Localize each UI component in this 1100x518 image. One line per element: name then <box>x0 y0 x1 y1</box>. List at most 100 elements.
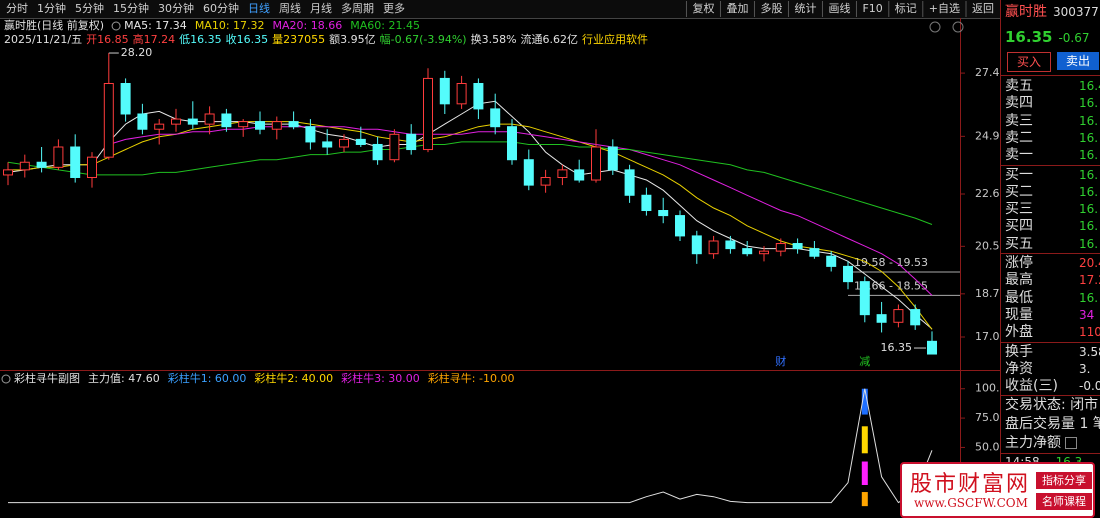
color-column <box>861 388 868 415</box>
quote-value: 16. <box>1079 167 1099 182</box>
candle-body <box>456 83 467 105</box>
quote-row: 买三 16. <box>1005 201 1100 218</box>
period-tab[interactable]: 多周期 <box>341 1 374 15</box>
quote-value: 34 <box>1079 307 1095 322</box>
ma-line <box>7 141 933 225</box>
toolbar-button[interactable]: 多股 <box>760 1 782 15</box>
info-item: 收16.35 <box>226 32 269 46</box>
quote-row: 卖四 16. <box>1005 95 1100 112</box>
y-tick-label: 24.92 <box>975 129 1000 142</box>
candle-body <box>809 248 820 257</box>
trade-button[interactable]: 买入 <box>1007 52 1051 72</box>
quote-value: 16. <box>1079 290 1099 305</box>
candle-body <box>507 126 517 161</box>
quote-row: 涨停 20.4 <box>1005 255 1100 272</box>
quote-value: 1105 <box>1079 325 1100 340</box>
period-tab[interactable]: 1分钟 <box>37 1 66 15</box>
period-tab[interactable]: 周线 <box>279 1 301 15</box>
legend-entry: MA5: 17.34 <box>124 19 187 32</box>
period-tab[interactable]: 5分钟 <box>75 1 104 15</box>
period-tab[interactable]: 日线 <box>248 1 270 15</box>
legend-icon <box>1 374 11 384</box>
quote-row: 卖一 16. <box>1005 147 1100 164</box>
period-tab[interactable]: 30分钟 <box>158 1 194 15</box>
candle-body <box>893 309 904 323</box>
separator <box>1001 75 1100 76</box>
annotation-label: 16.35 <box>881 341 913 354</box>
candle-body <box>103 83 114 158</box>
last-price: 16.35 <box>1005 28 1053 46</box>
period-tab[interactable]: 月线 <box>310 1 332 15</box>
candle-body <box>759 250 769 255</box>
toolbar-button[interactable]: +自选 <box>929 2 960 15</box>
quote-label: 最低 <box>1005 289 1033 306</box>
info-item: 幅-0.67(-3.94%) <box>380 33 467 46</box>
toolbar-button[interactable]: 标记 <box>895 1 917 15</box>
candle-body <box>859 281 870 316</box>
quote-label: 卖五 <box>1005 78 1033 94</box>
toolbar-button[interactable]: 叠加 <box>726 2 748 15</box>
period-tab[interactable]: 更多 <box>383 1 405 15</box>
quote-value: 3.58 <box>1079 344 1100 359</box>
legend-entry: 彩柱牛3: 30.00 <box>341 371 420 385</box>
toolbar-button[interactable]: F10 <box>862 2 882 15</box>
info-item: 行业应用软件 <box>582 32 648 46</box>
quote-value: 16. <box>1079 130 1099 145</box>
y-tick-label: 100.0 <box>975 382 1000 395</box>
quote-row: 买四 16. <box>1005 218 1100 235</box>
quote-value: 16.4 <box>1079 79 1100 93</box>
info-item: 量237055 <box>272 33 325 46</box>
watermark-title: 股市财富网 <box>910 472 1031 497</box>
candle-body <box>137 113 148 130</box>
candle-body <box>658 210 669 217</box>
quote-value: 16. <box>1079 236 1099 251</box>
period-tab[interactable]: 分时 <box>6 2 28 15</box>
y-tick-label: 27.41 <box>975 66 1000 79</box>
candle-body <box>221 113 232 128</box>
quote-row: 买一 16. <box>1005 167 1100 184</box>
trade-button[interactable]: 卖出 <box>1057 52 1099 70</box>
candle-body <box>725 240 736 250</box>
price-row: 16.35 -0.67 <box>1005 29 1100 46</box>
candle-body <box>490 108 501 128</box>
quote-label: 涨停 <box>1005 255 1033 271</box>
candle-body <box>641 194 652 212</box>
status-row: 盘后交易量 1 笔 <box>1005 416 1100 433</box>
chart-title: 赢时胜(日线 前复权) <box>4 18 104 32</box>
quote-label: 买二 <box>1005 183 1033 200</box>
candle-body <box>624 169 635 196</box>
candle-body <box>574 169 585 181</box>
period-tab[interactable]: 60分钟 <box>203 1 239 15</box>
period-tab[interactable]: 15分钟 <box>113 1 149 15</box>
toolbar-button[interactable]: 复权 <box>692 1 714 15</box>
candle-body <box>171 118 181 125</box>
stock-header: 赢时胜 300377 <box>1005 4 1100 21</box>
candle-body <box>322 141 333 148</box>
ma-line <box>8 121 933 330</box>
toolbar-button[interactable]: 返回 <box>972 2 994 15</box>
quote-label: 净资 <box>1005 360 1033 377</box>
info-item: 额3.95亿 <box>329 33 376 46</box>
separator <box>1001 453 1100 455</box>
quote-value: -0.0 <box>1079 379 1100 394</box>
candle-body <box>691 235 702 255</box>
stock-name: 赢时胜 <box>1005 4 1047 20</box>
quote-value: 20.4 <box>1079 256 1100 270</box>
quote-label: 换手 <box>1005 343 1033 360</box>
quote-label: 买三 <box>1005 201 1033 218</box>
candle-body <box>876 314 887 323</box>
info-item: 开16.85 <box>86 33 129 46</box>
quote-label: 卖一 <box>1005 147 1033 164</box>
candle-body <box>372 143 383 161</box>
info-item: 换3.58% <box>471 32 517 46</box>
y-tick-label: 20.59 <box>975 239 1000 252</box>
candle-body <box>557 169 568 178</box>
candle-body <box>255 121 265 130</box>
quote-row: 最高 17.2 <box>1005 272 1100 289</box>
info-item: 2025/11/21/五 <box>4 33 82 46</box>
quote-label: 卖二 <box>1005 129 1033 146</box>
candle-body <box>423 77 433 151</box>
toolbar-button[interactable]: 统计 <box>794 2 816 15</box>
quote-row: 外盘 1105 <box>1005 324 1100 341</box>
toolbar-button[interactable]: 画线 <box>828 1 850 15</box>
